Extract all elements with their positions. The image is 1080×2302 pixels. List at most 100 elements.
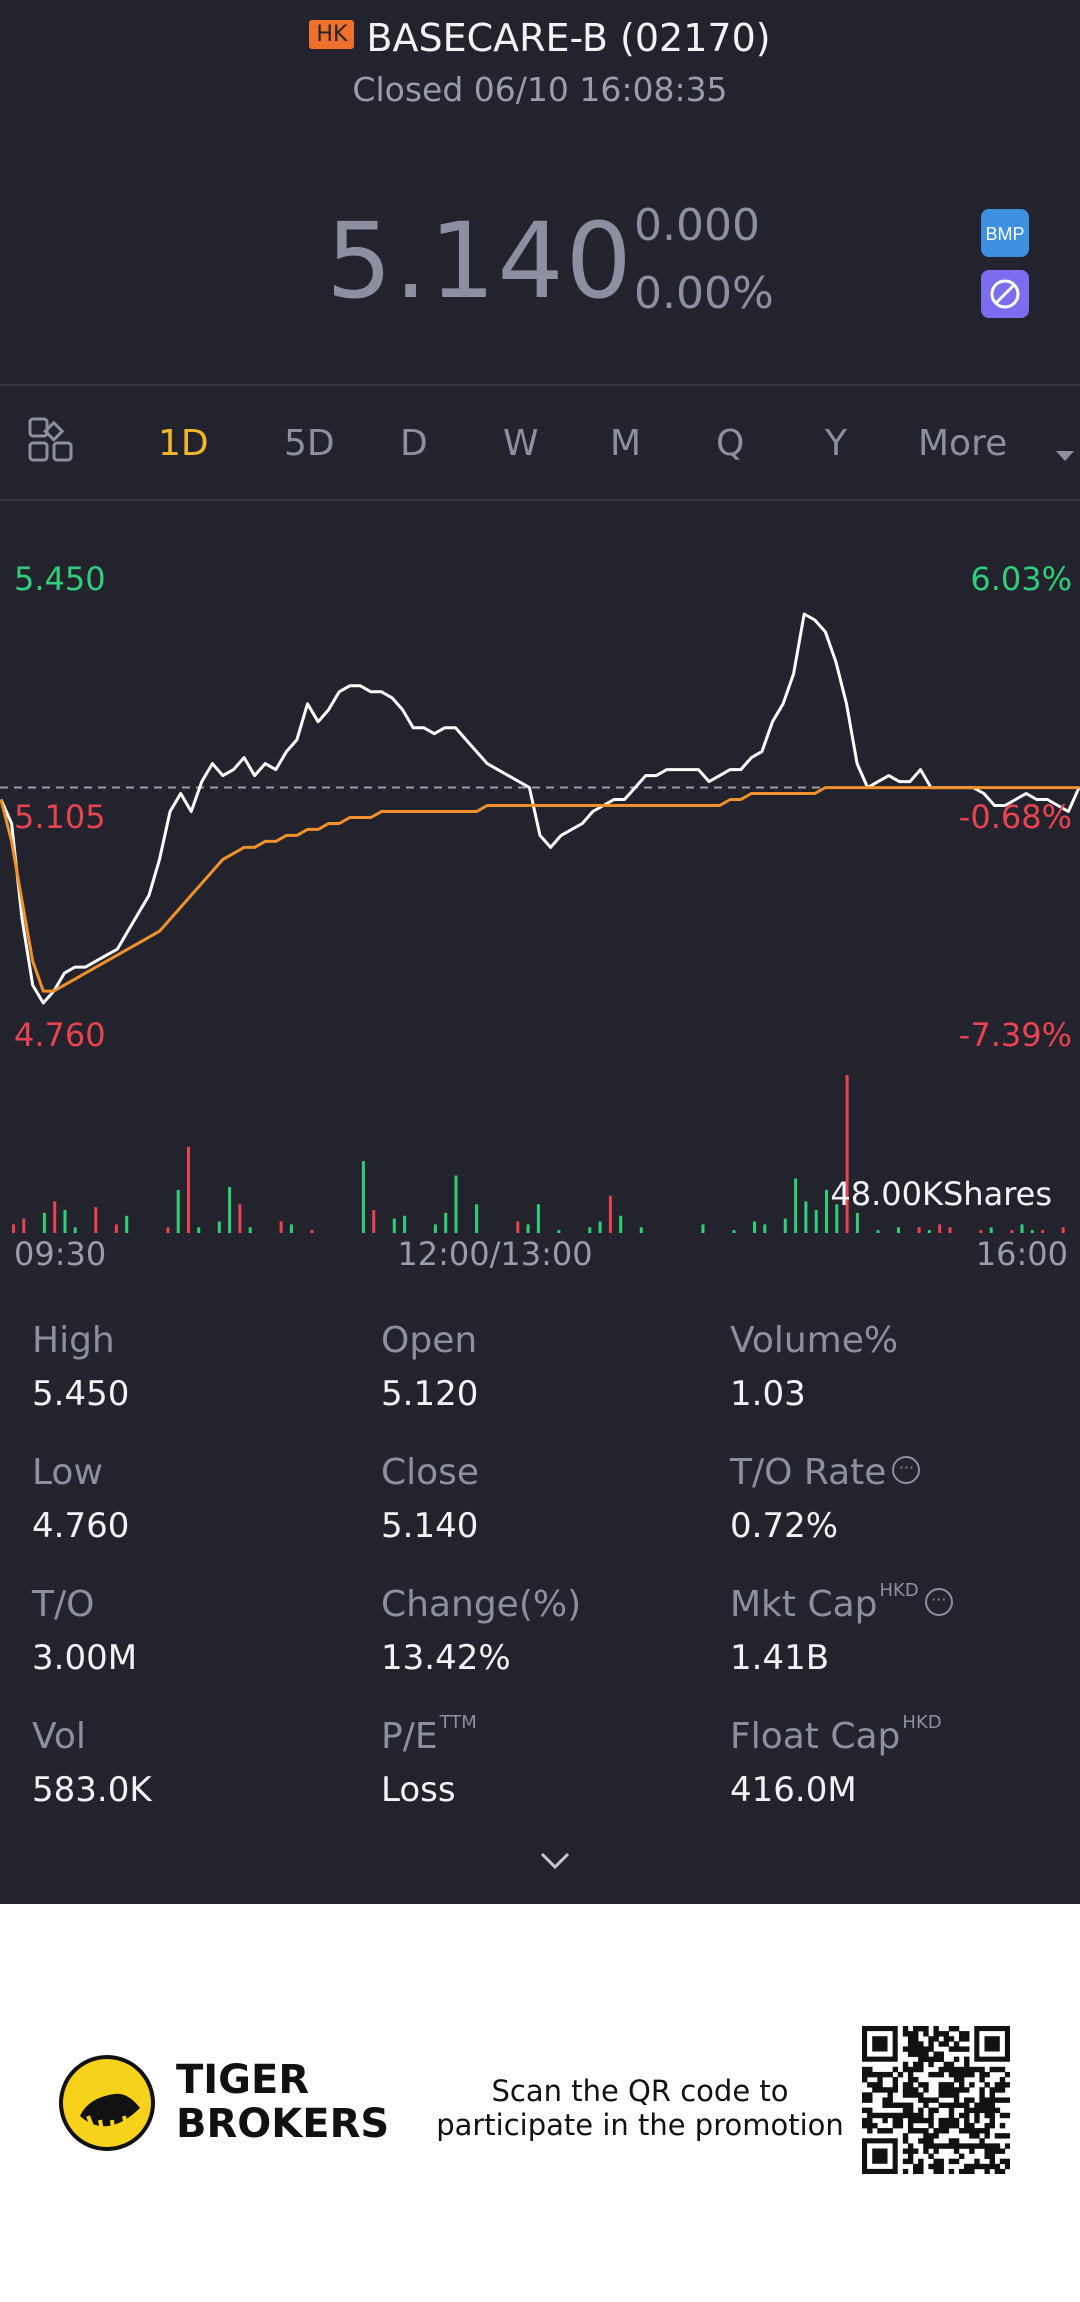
qr-module	[964, 2168, 970, 2175]
stat-change-pct-label: Change(%)	[381, 1584, 582, 1625]
tab-m[interactable]: M	[610, 423, 642, 464]
chevron-down-icon[interactable]	[1056, 431, 1074, 472]
qr-module	[933, 2036, 939, 2042]
qr-module	[918, 2056, 924, 2063]
volume-bar	[12, 1224, 15, 1233]
info-icon[interactable]: ···	[892, 1456, 921, 1484]
volume-bar	[608, 1195, 612, 1233]
qr-module	[907, 2122, 914, 2129]
qr-module	[877, 2128, 883, 2134]
info-icon[interactable]: ···	[924, 1588, 953, 1616]
qr-module	[918, 2168, 924, 2175]
qr-module	[1004, 2133, 1011, 2139]
qr-module	[964, 2143, 970, 2149]
qr-module	[938, 2168, 944, 2175]
qr-module	[994, 2133, 1001, 2139]
volume-bar	[825, 1189, 828, 1233]
qr-module	[862, 2122, 868, 2129]
qr-module	[902, 2168, 909, 2175]
stat-low-value: 4.760	[32, 1506, 130, 1546]
quote-header: HK BASECARE-B (02170) Closed 06/10 16:08:…	[0, 0, 1080, 385]
tab-5d[interactable]: 5D	[284, 423, 335, 464]
qr-module	[907, 2036, 914, 2042]
volume-bar	[176, 1189, 180, 1233]
price-axis-low: 4.760	[14, 1016, 106, 1054]
market-badge: HK	[309, 20, 355, 49]
qr-module	[953, 2046, 960, 2052]
qr-module	[892, 2112, 899, 2119]
qr-module	[948, 2066, 955, 2073]
promo-footer: TIGER BROKERS Scan the QR code to partic…	[0, 1904, 1080, 2302]
qr-module	[907, 2041, 914, 2047]
qr-module	[897, 2122, 904, 2129]
qr-module	[913, 2031, 919, 2037]
qr-module	[867, 2122, 873, 2129]
stat-close-label: Close	[381, 1452, 480, 1493]
qr-module	[979, 2097, 985, 2103]
volume-bar	[1020, 1224, 1024, 1233]
qr-module	[953, 2117, 960, 2124]
stat-to-label: T/O	[32, 1584, 95, 1625]
qr-module	[938, 2102, 944, 2108]
bmp-icon[interactable]: BMP	[981, 209, 1029, 257]
qr-module	[923, 2087, 929, 2093]
qr-module	[902, 2138, 909, 2144]
qr-module	[999, 2133, 1006, 2139]
volume-bar	[897, 1227, 900, 1233]
qr-module	[999, 2087, 1006, 2093]
volume-bar	[516, 1221, 520, 1233]
qr-module	[964, 2031, 970, 2037]
no-margin-icon[interactable]	[981, 270, 1029, 318]
qr-module	[918, 2107, 924, 2114]
qr-module	[979, 2163, 985, 2170]
qr-module	[918, 2061, 924, 2068]
volume-bar	[1061, 1227, 1065, 1233]
qr-module	[969, 2066, 975, 2073]
price-axis-high: 5.450	[14, 560, 106, 598]
qr-module	[989, 2117, 995, 2124]
qr-module	[938, 2128, 944, 2134]
qr-module	[923, 2102, 929, 2108]
tab-y[interactable]: Y	[825, 423, 847, 464]
price-change-pct: 0.00%	[634, 268, 774, 319]
qr-module	[918, 2128, 924, 2134]
qr-module	[887, 2087, 893, 2093]
qr-module	[1004, 2097, 1011, 2103]
qr-module	[948, 2026, 955, 2032]
qr-module	[913, 2112, 919, 2119]
tab-more[interactable]: More	[918, 423, 1008, 464]
intraday-chart[interactable]: 5.450 6.03% 5.105 -0.68% 4.760 -7.39% 48.00KSh…	[0, 540, 1080, 1273]
qr-module	[948, 2107, 955, 2114]
qr-module	[984, 2128, 990, 2134]
qr-module	[928, 2112, 934, 2119]
qr-module	[964, 2102, 970, 2108]
qr-module	[933, 2168, 939, 2175]
tiger-logo-icon	[58, 2054, 156, 2156]
tab-1d[interactable]: 1D	[158, 423, 209, 464]
qr-module	[953, 2066, 960, 2073]
volume-bar	[598, 1221, 602, 1233]
qr-module	[969, 2107, 975, 2114]
qr-module	[913, 2036, 919, 2042]
qr-module	[892, 2117, 899, 2124]
qr-module	[877, 2082, 883, 2088]
qr-module	[953, 2148, 960, 2154]
qr-module	[948, 2036, 955, 2042]
expand-chevron-icon[interactable]	[538, 1850, 572, 1876]
qr-module	[989, 2066, 995, 2073]
tab-q[interactable]: Q	[716, 423, 745, 464]
tab-d[interactable]: D	[400, 423, 428, 464]
qr-module	[948, 2112, 955, 2119]
qr-module	[943, 2128, 950, 2134]
tab-w[interactable]: W	[503, 423, 539, 464]
qr-module	[913, 2046, 919, 2052]
volume-bar	[310, 1230, 314, 1233]
layout-grid-icon[interactable]	[28, 417, 74, 472]
qr-module	[897, 2102, 904, 2108]
price-axis-mid: 5.105	[14, 798, 106, 836]
volume-bar	[248, 1227, 252, 1233]
volume-bar	[948, 1227, 952, 1233]
qr-module	[938, 2163, 944, 2170]
qr-module	[958, 2071, 965, 2078]
promo-line-2: participate in the promotion	[436, 2108, 844, 2142]
